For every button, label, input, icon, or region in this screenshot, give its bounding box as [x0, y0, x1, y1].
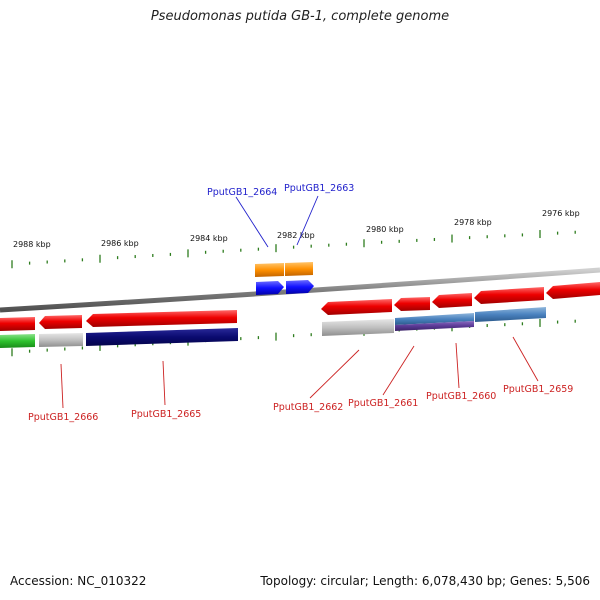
gene-feature-PputGB1_2664[interactable]	[255, 263, 284, 277]
cds-arrow-PputGB1_2663[interactable]	[286, 280, 314, 294]
scale-ticks-upper	[11, 230, 576, 269]
scale-label: 2988 kbp	[13, 240, 51, 249]
scale-label: 2986 kbp	[101, 239, 139, 248]
genome-summary-text: Topology: circular; Length: 6,078,430 bp…	[260, 574, 590, 588]
leader-lines	[60, 195, 539, 409]
leader-line-PputGB1_2665	[162, 360, 166, 406]
cds-arrow-PputGB1_2666[interactable]	[39, 315, 82, 329]
scale-label: 2984 kbp	[190, 234, 228, 243]
leader-line-PputGB1_2663	[296, 195, 319, 246]
cds-arrow-PputGB1_2665[interactable]	[86, 310, 237, 327]
gene-label-PputGB1_2659[interactable]: PputGB1_2659	[503, 384, 573, 395]
leader-line-PputGB1_2659	[512, 336, 539, 382]
map-title: Pseudomonas putida GB-1, complete genome	[150, 9, 450, 24]
scale-label: 2976 kbp	[542, 209, 580, 218]
gene-label-PputGB1_2662[interactable]: PputGB1_2662	[273, 402, 343, 413]
cds-arrow-PputGB1_2661[interactable]	[394, 297, 430, 311]
gene-label-PputGB1_2664[interactable]: PputGB1_2664	[207, 187, 277, 198]
gene-feature-PputGB1_2662[interactable]	[322, 319, 394, 336]
leader-line-PputGB1_2666	[60, 363, 64, 409]
reverse-genes	[0, 282, 600, 331]
gene-label-PputGB1_2663[interactable]: PputGB1_2663	[284, 183, 354, 194]
gene-label-PputGB1_2660[interactable]: PputGB1_2660	[426, 391, 496, 402]
scale-label: 2978 kbp	[454, 218, 492, 227]
gene-features	[0, 307, 546, 348]
gene-feature-PputGB1_2665[interactable]	[86, 328, 238, 346]
cds-arrow-PputGB1_2664[interactable]	[256, 281, 284, 295]
accession-text: Accession: NC_010322	[10, 574, 147, 588]
gene-label-PputGB1_2665[interactable]: PputGB1_2665	[131, 409, 201, 420]
cds-arrow-PputGB1_2660[interactable]	[432, 293, 472, 308]
forward-genes	[255, 262, 314, 295]
cds-arrow-PputGB1_2662[interactable]	[321, 299, 392, 315]
gene-feature-PputGB1_2666[interactable]	[39, 333, 83, 347]
leader-line-PputGB1_2661	[382, 345, 415, 396]
scale-label: 2982 kbp	[277, 231, 315, 240]
cds-arrow-PputGB1_2659[interactable]	[474, 287, 544, 304]
leader-line-PputGB1_2662	[309, 349, 360, 399]
gene-label-PputGB1_2666[interactable]: PputGB1_2666	[28, 412, 98, 423]
cds-arrow-upstream[interactable]	[0, 317, 35, 331]
scale-labels: 2988 kbp 2986 kbp 2984 kbp 2982 kbp 2980…	[13, 209, 580, 249]
gene-feature-PputGB1_2659[interactable]	[475, 307, 546, 322]
gene-feature-PputGB1_2660[interactable]	[395, 321, 474, 331]
gene-feature-upstream[interactable]	[0, 334, 35, 348]
cds-arrow-downstream[interactable]	[546, 282, 600, 299]
gene-labels: PputGB1_2664 PputGB1_2663 PputGB1_2666 P…	[28, 183, 573, 423]
scale-label: 2980 kbp	[366, 225, 404, 234]
gene-feature-PputGB1_2663[interactable]	[285, 262, 313, 276]
leader-line-PputGB1_2664	[235, 196, 269, 248]
leader-line-PputGB1_2660	[455, 342, 460, 389]
gene-label-PputGB1_2661[interactable]: PputGB1_2661	[348, 398, 418, 409]
